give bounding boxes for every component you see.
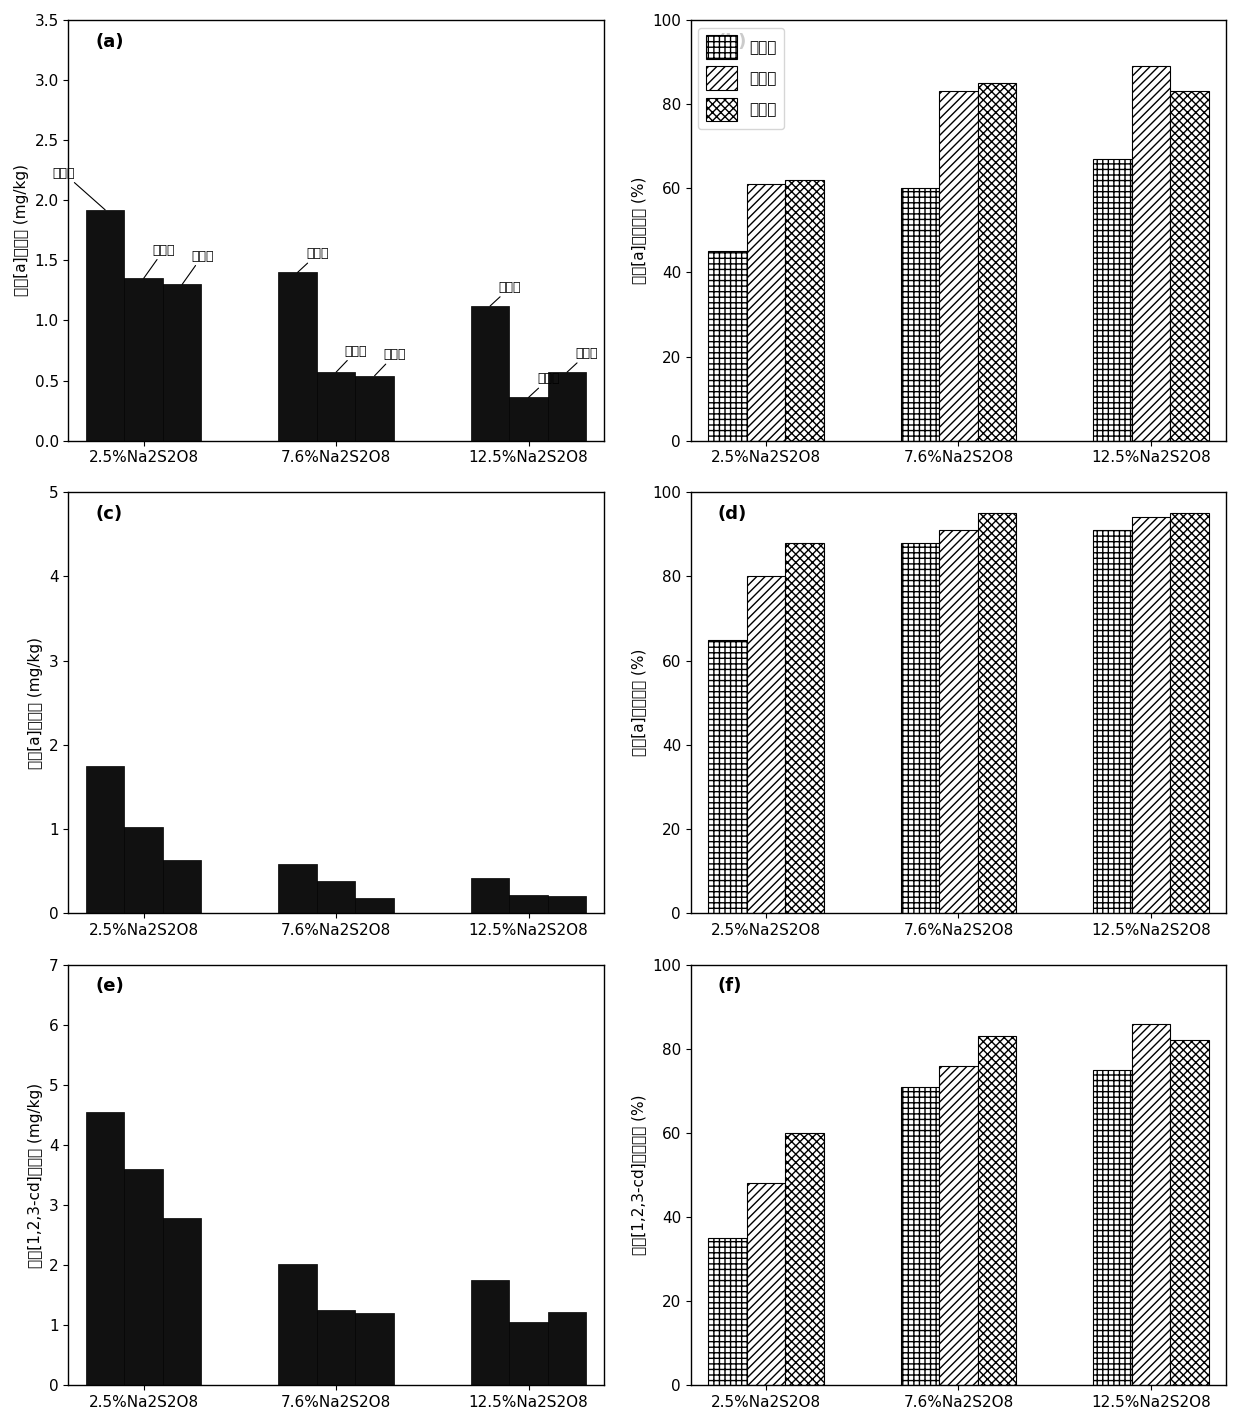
Bar: [86, 766, 124, 913]
Bar: [162, 285, 201, 440]
Bar: [900, 543, 939, 913]
Bar: [1171, 513, 1209, 913]
Text: 熇活化: 熇活化: [144, 244, 175, 278]
Text: 未活化: 未活化: [490, 281, 521, 306]
Text: 熇活化: 熇活化: [528, 373, 559, 397]
Bar: [124, 827, 162, 913]
Text: 铁活化: 铁活化: [182, 249, 213, 285]
Bar: [356, 1313, 394, 1386]
Text: (f): (f): [718, 977, 742, 995]
Y-axis label: 苯并[a]榈去除率 (%): 苯并[a]榈去除率 (%): [631, 649, 646, 756]
Text: 熇活化: 熇活化: [336, 345, 367, 372]
Bar: [1171, 91, 1209, 440]
Bar: [746, 577, 785, 913]
Bar: [977, 83, 1016, 440]
Text: 未活化: 未活化: [52, 167, 105, 209]
Bar: [278, 1265, 317, 1386]
Bar: [124, 1169, 162, 1386]
Bar: [900, 1087, 939, 1386]
Bar: [162, 1219, 201, 1386]
Text: 未活化: 未活化: [298, 248, 329, 272]
Bar: [278, 272, 317, 440]
Bar: [785, 1134, 823, 1386]
Y-axis label: 荷并[1,2,3-cd]榈去除率 (%): 荷并[1,2,3-cd]榈去除率 (%): [631, 1095, 646, 1255]
Bar: [356, 376, 394, 440]
Bar: [1094, 158, 1132, 440]
Y-axis label: 苯并[a]榈含量 (mg/kg): 苯并[a]榈含量 (mg/kg): [29, 637, 43, 769]
Bar: [278, 864, 317, 913]
Bar: [977, 513, 1016, 913]
Bar: [471, 306, 510, 440]
Text: 铁活化: 铁活化: [567, 347, 599, 372]
Bar: [317, 372, 356, 440]
Bar: [548, 896, 587, 913]
Bar: [510, 1323, 548, 1386]
Bar: [317, 881, 356, 913]
Bar: [785, 179, 823, 440]
Text: (b): (b): [718, 33, 746, 50]
Bar: [471, 1280, 510, 1386]
Legend: 未活化, 熇活化, 铁活化: 未活化, 熇活化, 铁活化: [698, 27, 784, 130]
Bar: [900, 188, 939, 440]
Bar: [708, 639, 746, 913]
Bar: [939, 91, 977, 440]
Bar: [124, 278, 162, 440]
Bar: [746, 184, 785, 440]
Bar: [785, 543, 823, 913]
Bar: [746, 1183, 785, 1386]
Text: (c): (c): [95, 506, 123, 523]
Bar: [1132, 1024, 1171, 1386]
Bar: [708, 1237, 746, 1386]
Bar: [1094, 530, 1132, 913]
Y-axis label: 苯并[a]怨含量 (mg/kg): 苯并[a]怨含量 (mg/kg): [14, 164, 29, 296]
Bar: [548, 372, 587, 440]
Bar: [317, 1310, 356, 1386]
Y-axis label: 苯并[a]怨去除率 (%): 苯并[a]怨去除率 (%): [631, 177, 646, 283]
Bar: [1171, 1041, 1209, 1386]
Bar: [510, 397, 548, 440]
Bar: [86, 1112, 124, 1386]
Bar: [708, 251, 746, 440]
Text: 铁活化: 铁活化: [374, 349, 405, 376]
Bar: [1132, 66, 1171, 440]
Y-axis label: 荷并[1,2,3-cd]榈含量 (mg/kg): 荷并[1,2,3-cd]榈含量 (mg/kg): [29, 1082, 43, 1267]
Bar: [510, 894, 548, 913]
Text: (a): (a): [95, 33, 124, 50]
Bar: [471, 877, 510, 913]
Bar: [86, 209, 124, 440]
Bar: [356, 899, 394, 913]
Bar: [548, 1312, 587, 1386]
Bar: [939, 530, 977, 913]
Text: (e): (e): [95, 977, 124, 995]
Text: (d): (d): [718, 506, 746, 523]
Bar: [977, 1037, 1016, 1386]
Bar: [1132, 517, 1171, 913]
Bar: [162, 860, 201, 913]
Bar: [939, 1065, 977, 1386]
Bar: [1094, 1069, 1132, 1386]
